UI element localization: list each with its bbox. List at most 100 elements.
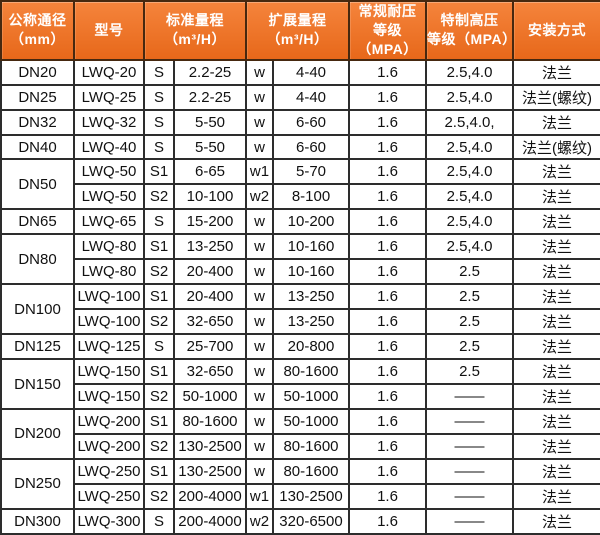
cell-model: LWQ-250 bbox=[73, 457, 145, 485]
cell-standard-code: S bbox=[143, 507, 175, 535]
cell-extended-code: w1 bbox=[245, 482, 274, 510]
cell-normal-pressure: 1.6 bbox=[348, 482, 427, 510]
cell-normal-pressure: 1.6 bbox=[348, 58, 427, 86]
table-row: DN100 LWQ-100 S1 20-400 w 13-250 1.6 2.5 法兰 bbox=[0, 283, 600, 336]
cell-high-pressure: 2.5,4.0 bbox=[425, 183, 514, 211]
header-standard-range: 标准量程 （m³/H） bbox=[143, 0, 247, 61]
header-nominal-diameter: 公称通径 （mm） bbox=[0, 0, 75, 61]
cell-extended-code: w2 bbox=[245, 183, 274, 211]
cell-standard-range: 15-200 bbox=[173, 208, 247, 236]
cell-standard-range: 25-700 bbox=[173, 333, 247, 361]
header-label: （m³/H） bbox=[266, 31, 329, 48]
cell-model: LWQ-125 bbox=[73, 333, 145, 361]
cell-standard-range: 50-1000 bbox=[173, 383, 247, 411]
cell-extended-range: 320-6500 bbox=[272, 507, 350, 535]
cell-model: LWQ-50 bbox=[73, 158, 145, 186]
header-model: 型号 bbox=[73, 0, 145, 61]
table-row: DN80 LWQ-80 S1 13-250 w 10-160 1.6 2.5,4.0 法兰 bbox=[0, 233, 600, 286]
table-row: LWQ-100 S2 32-650 w 13-250 1.6 2.5 法兰 bbox=[1, 308, 600, 336]
header-label: （m³/H） bbox=[163, 31, 227, 48]
cell-extended-code: w bbox=[245, 383, 274, 411]
cell-model: LWQ-40 bbox=[73, 133, 145, 161]
cell-extended-code: w bbox=[245, 208, 274, 236]
cell-standard-range: 130-2500 bbox=[173, 457, 247, 485]
table-row: DN25 LWQ-25 S 2.2-25 w 4-40 1.6 2.5,4.0 法兰(螺纹) bbox=[0, 83, 600, 111]
cell-nominal-diameter: DN20 bbox=[0, 58, 75, 86]
cell-nominal-diameter: DN125 bbox=[0, 333, 75, 361]
cell-installation: 法兰 bbox=[512, 208, 600, 236]
cell-standard-range: 2.2-25 bbox=[173, 58, 247, 86]
cell-high-pressure: —— bbox=[425, 482, 514, 510]
cell-high-pressure: 2.5 bbox=[425, 333, 514, 361]
cell-installation: 法兰(螺纹) bbox=[512, 83, 600, 111]
cell-installation: 法兰 bbox=[512, 58, 600, 86]
cell-normal-pressure: 1.6 bbox=[348, 133, 427, 161]
cell-normal-pressure: 1.6 bbox=[348, 358, 427, 386]
cell-standard-range: 2.2-25 bbox=[173, 83, 247, 111]
cell-high-pressure: —— bbox=[425, 408, 514, 435]
cell-installation: 法兰 bbox=[512, 108, 600, 136]
cell-standard-code: S1 bbox=[143, 283, 175, 311]
cell-high-pressure: 2.5 bbox=[425, 283, 514, 311]
cell-standard-code: S2 bbox=[143, 432, 175, 460]
cell-nominal-diameter: DN32 bbox=[0, 108, 75, 136]
cell-standard-range: 20-400 bbox=[173, 283, 247, 311]
cell-nominal-diameter: DN150 bbox=[0, 358, 75, 411]
header-normal-pressure: 常规耐压 等级（MPA） bbox=[348, 0, 427, 61]
cell-extended-range: 10-160 bbox=[272, 258, 350, 286]
cell-normal-pressure: 1.6 bbox=[348, 308, 427, 336]
cell-nominal-diameter: DN40 bbox=[0, 133, 75, 161]
cell-high-pressure: 2.5,4.0, bbox=[425, 108, 514, 136]
cell-extended-code: w bbox=[245, 58, 274, 86]
cell-standard-code: S2 bbox=[143, 482, 175, 510]
cell-high-pressure: —— bbox=[425, 383, 514, 411]
cell-normal-pressure: 1.6 bbox=[348, 208, 427, 236]
cell-normal-pressure: 1.6 bbox=[348, 408, 427, 435]
cell-model: LWQ-100 bbox=[73, 308, 145, 336]
cell-extended-code: w bbox=[245, 133, 274, 161]
table-row: DN65 LWQ-65 S 15-200 w 10-200 1.6 2.5,4.0 法兰 bbox=[0, 208, 600, 236]
cell-standard-code: S bbox=[143, 208, 175, 236]
cell-installation: 法兰 bbox=[512, 482, 600, 510]
cell-model: LWQ-32 bbox=[73, 108, 145, 136]
cell-extended-code: w bbox=[245, 457, 274, 485]
cell-extended-code: w bbox=[245, 358, 274, 386]
table-row: DN32 LWQ-32 S 5-50 w 6-60 1.6 2.5,4.0, 法兰 bbox=[0, 108, 600, 136]
cell-extended-code: w bbox=[245, 333, 274, 361]
cell-extended-code: w bbox=[245, 108, 274, 136]
cell-model: LWQ-50 bbox=[73, 183, 145, 211]
cell-extended-code: w bbox=[245, 408, 274, 435]
table-row: DN20 LWQ-20 S 2.2-25 w 4-40 1.6 2.5,4.0 法兰 bbox=[0, 58, 600, 86]
cell-high-pressure: —— bbox=[425, 507, 514, 535]
cell-standard-code: S2 bbox=[143, 308, 175, 336]
table-row: DN200 LWQ-200 S1 80-1600 w 50-1000 1.6 —— 法兰 bbox=[0, 408, 600, 460]
cell-standard-code: S1 bbox=[143, 457, 175, 485]
cell-high-pressure: 2.5,4.0 bbox=[425, 158, 514, 186]
cell-nominal-diameter: DN65 bbox=[0, 208, 75, 236]
cell-normal-pressure: 1.6 bbox=[348, 457, 427, 485]
cell-standard-range: 130-2500 bbox=[173, 432, 247, 460]
header-label: 等级（MPA） bbox=[357, 21, 418, 57]
cell-extended-range: 13-250 bbox=[272, 308, 350, 336]
cell-standard-code: S2 bbox=[143, 258, 175, 286]
cell-model: LWQ-150 bbox=[73, 358, 145, 386]
cell-installation: 法兰 bbox=[512, 258, 600, 286]
cell-extended-range: 80-1600 bbox=[272, 358, 350, 386]
cell-extended-range: 4-40 bbox=[272, 83, 350, 111]
cell-normal-pressure: 1.6 bbox=[348, 383, 427, 411]
cell-installation: 法兰 bbox=[512, 333, 600, 361]
cell-model: LWQ-300 bbox=[73, 507, 145, 535]
cell-model: LWQ-200 bbox=[73, 432, 145, 460]
cell-installation: 法兰(螺纹) bbox=[512, 133, 600, 161]
cell-installation: 法兰 bbox=[512, 358, 600, 386]
cell-standard-range: 10-100 bbox=[173, 183, 247, 211]
table-row: DN250 LWQ-250 S1 130-2500 w 80-1600 1.6 —— 法兰 bbox=[0, 457, 600, 510]
cell-extended-range: 130-2500 bbox=[272, 482, 350, 510]
cell-extended-range: 20-800 bbox=[272, 333, 350, 361]
table-row: DN300 LWQ-300 S 200-4000 w2 320-6500 1.6 —— 法兰 bbox=[0, 507, 600, 535]
cell-installation: 法兰 bbox=[512, 183, 600, 211]
cell-standard-range: 20-400 bbox=[173, 258, 247, 286]
cell-model: LWQ-25 bbox=[73, 83, 145, 111]
cell-extended-range: 80-1600 bbox=[272, 457, 350, 485]
